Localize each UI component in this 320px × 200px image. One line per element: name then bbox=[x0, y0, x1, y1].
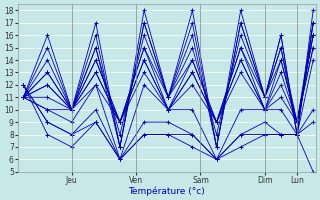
X-axis label: Température (°c): Température (°c) bbox=[129, 186, 205, 196]
